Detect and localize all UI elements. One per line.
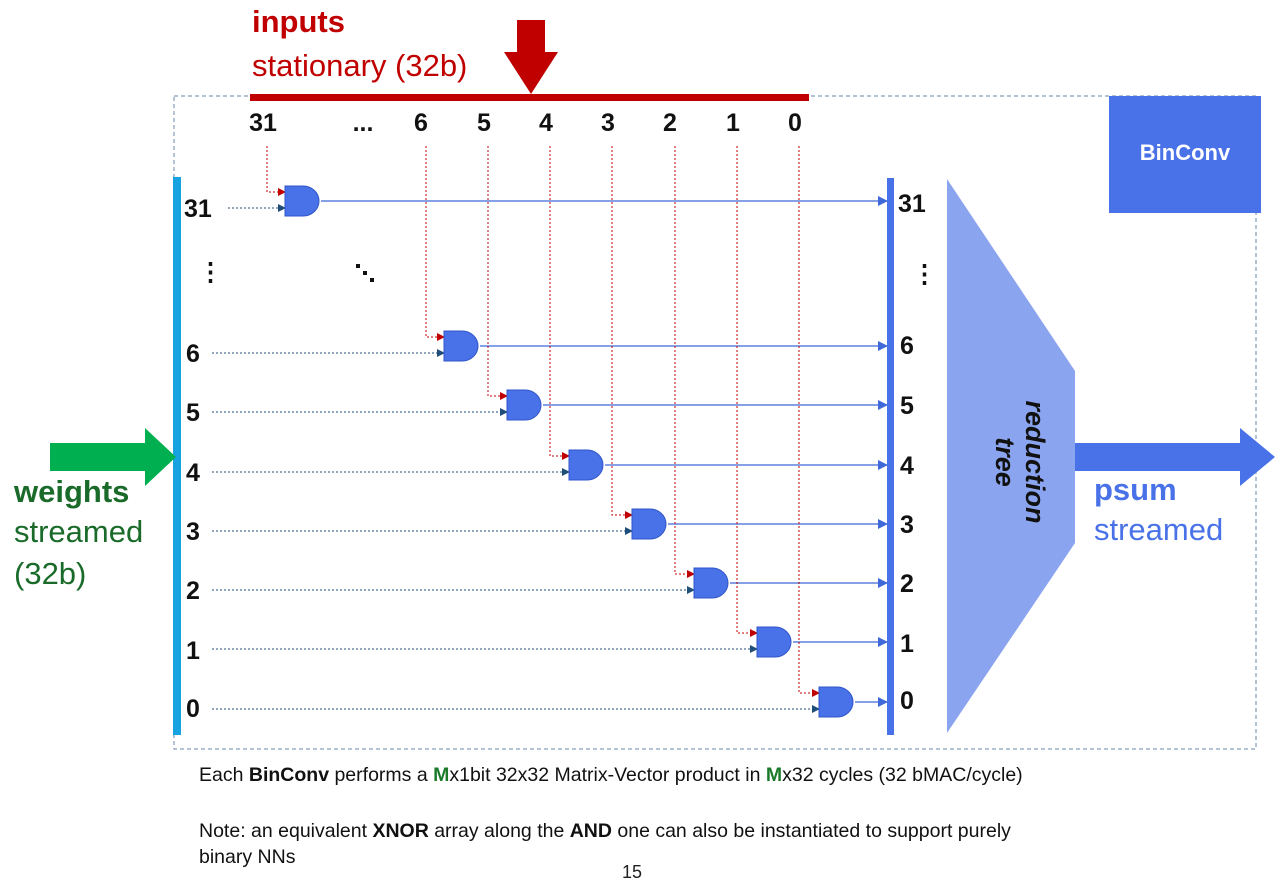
caption-line-1: Each BinConv performs a Mx1bit 32x32 Mat… [199, 764, 1023, 787]
caption1-mid1: performs a [329, 764, 434, 786]
row-label-left: 6 [186, 340, 200, 368]
row-label-right: 2 [900, 570, 914, 598]
input-wire-0 [798, 146, 820, 697]
and-gates-layer [284, 185, 854, 718]
column-labels: 31 ... 6 5 4 3 2 1 0 [249, 109, 802, 137]
and-gate-2 [693, 567, 729, 599]
wires-layer [212, 146, 888, 713]
row-label-left: 2 [186, 577, 200, 605]
col-label: 4 [539, 109, 553, 137]
binconv-label: BinConv [1139, 140, 1231, 165]
col-label: 3 [601, 109, 615, 137]
weights-title: weights [14, 474, 130, 509]
row-label-left: 1 [186, 637, 200, 665]
weights-subtitle-1: streamed [14, 514, 144, 549]
row-label-left: 31 [184, 195, 212, 223]
inputs-arrow [504, 20, 558, 94]
caption1-post: x32 cycles (32 bMAC/cycle) [782, 764, 1023, 786]
and-gate-1 [756, 626, 792, 658]
col-label: 2 [663, 109, 677, 137]
input-wire-31 [266, 146, 286, 196]
row-label-right: 6 [900, 332, 914, 360]
binconv-boundary [173, 95, 1257, 750]
inputs-bus [250, 94, 809, 101]
caption2-post: one can also be instantiated to support … [611, 820, 1011, 842]
caption1-binconv: BinConv [248, 764, 330, 786]
row-label-left: 5 [186, 399, 200, 427]
row-label-left: 3 [186, 518, 200, 546]
caption2-pre: Note: an equivalent [199, 820, 373, 842]
caption1-m1: M [433, 764, 450, 786]
binconv-badge [1109, 96, 1261, 213]
reduction-label-line1: reduction [1020, 400, 1050, 523]
row-label-right: 31 [898, 190, 926, 218]
psum-subtitle: streamed [1094, 512, 1224, 547]
input-wire-5 [487, 146, 508, 400]
caption-line-3: binary NNs [199, 846, 296, 868]
and-gate-5 [506, 389, 542, 421]
input-wire-6 [425, 146, 445, 341]
col-label: 1 [726, 109, 740, 137]
weights-arrow [50, 428, 176, 486]
row-label-right: 1 [900, 630, 914, 658]
row-label-right: ⋮ [912, 260, 937, 288]
weights-subtitle-2: (32b) [14, 556, 87, 591]
reduction-label-line2: tree [990, 437, 1020, 487]
inputs-subtitle: stationary (32b) [252, 48, 468, 83]
row-label-left: 0 [186, 695, 200, 723]
weights-bus [173, 177, 181, 735]
and-gate-0 [818, 686, 854, 718]
psum-arrow [1075, 428, 1275, 486]
caption-line-2: Note: an equivalent XNOR array along the… [199, 820, 1011, 843]
and-gate-6 [443, 330, 479, 362]
input-wire-1 [736, 146, 758, 637]
and-gate-31 [284, 185, 320, 217]
psum-title: psum [1094, 472, 1177, 507]
input-wire-4 [549, 146, 570, 460]
col-label: 6 [414, 109, 428, 137]
row-label-left: 4 [186, 459, 200, 487]
page-number: 15 [622, 862, 643, 882]
col-label: 0 [788, 109, 802, 137]
caption1-m2: M [765, 764, 783, 786]
row-label-right: 4 [900, 452, 914, 480]
row-label-right: 0 [900, 687, 914, 715]
reduction-tree [947, 179, 1075, 733]
inputs-title: inputs [252, 4, 345, 39]
output-bus [887, 178, 894, 735]
and-gate-3 [631, 508, 667, 540]
caption2-mid1: array along the [428, 820, 570, 842]
caption2-xnor: XNOR [372, 820, 429, 842]
row-labels-left: 31 ⋮ 6 5 4 3 2 1 0 [184, 195, 223, 723]
row-label-right: 5 [900, 392, 914, 420]
row-labels-right: 31 ⋮ 6 5 4 3 2 1 0 [898, 190, 937, 715]
row-label-left: ⋮ [198, 258, 223, 286]
caption1-mid2: x1bit 32x32 Matrix-Vector product in [449, 764, 766, 786]
diagonal-ellipsis [356, 264, 374, 282]
caption2-and: AND [569, 820, 612, 842]
col-label: ... [353, 109, 374, 137]
col-label: 31 [249, 109, 277, 137]
row-label-right: 3 [900, 511, 914, 539]
and-gate-4 [568, 449, 604, 481]
caption1-pre: Each [199, 764, 249, 786]
input-wire-3 [611, 146, 633, 519]
col-label: 5 [477, 109, 491, 137]
input-wire-2 [674, 146, 695, 578]
